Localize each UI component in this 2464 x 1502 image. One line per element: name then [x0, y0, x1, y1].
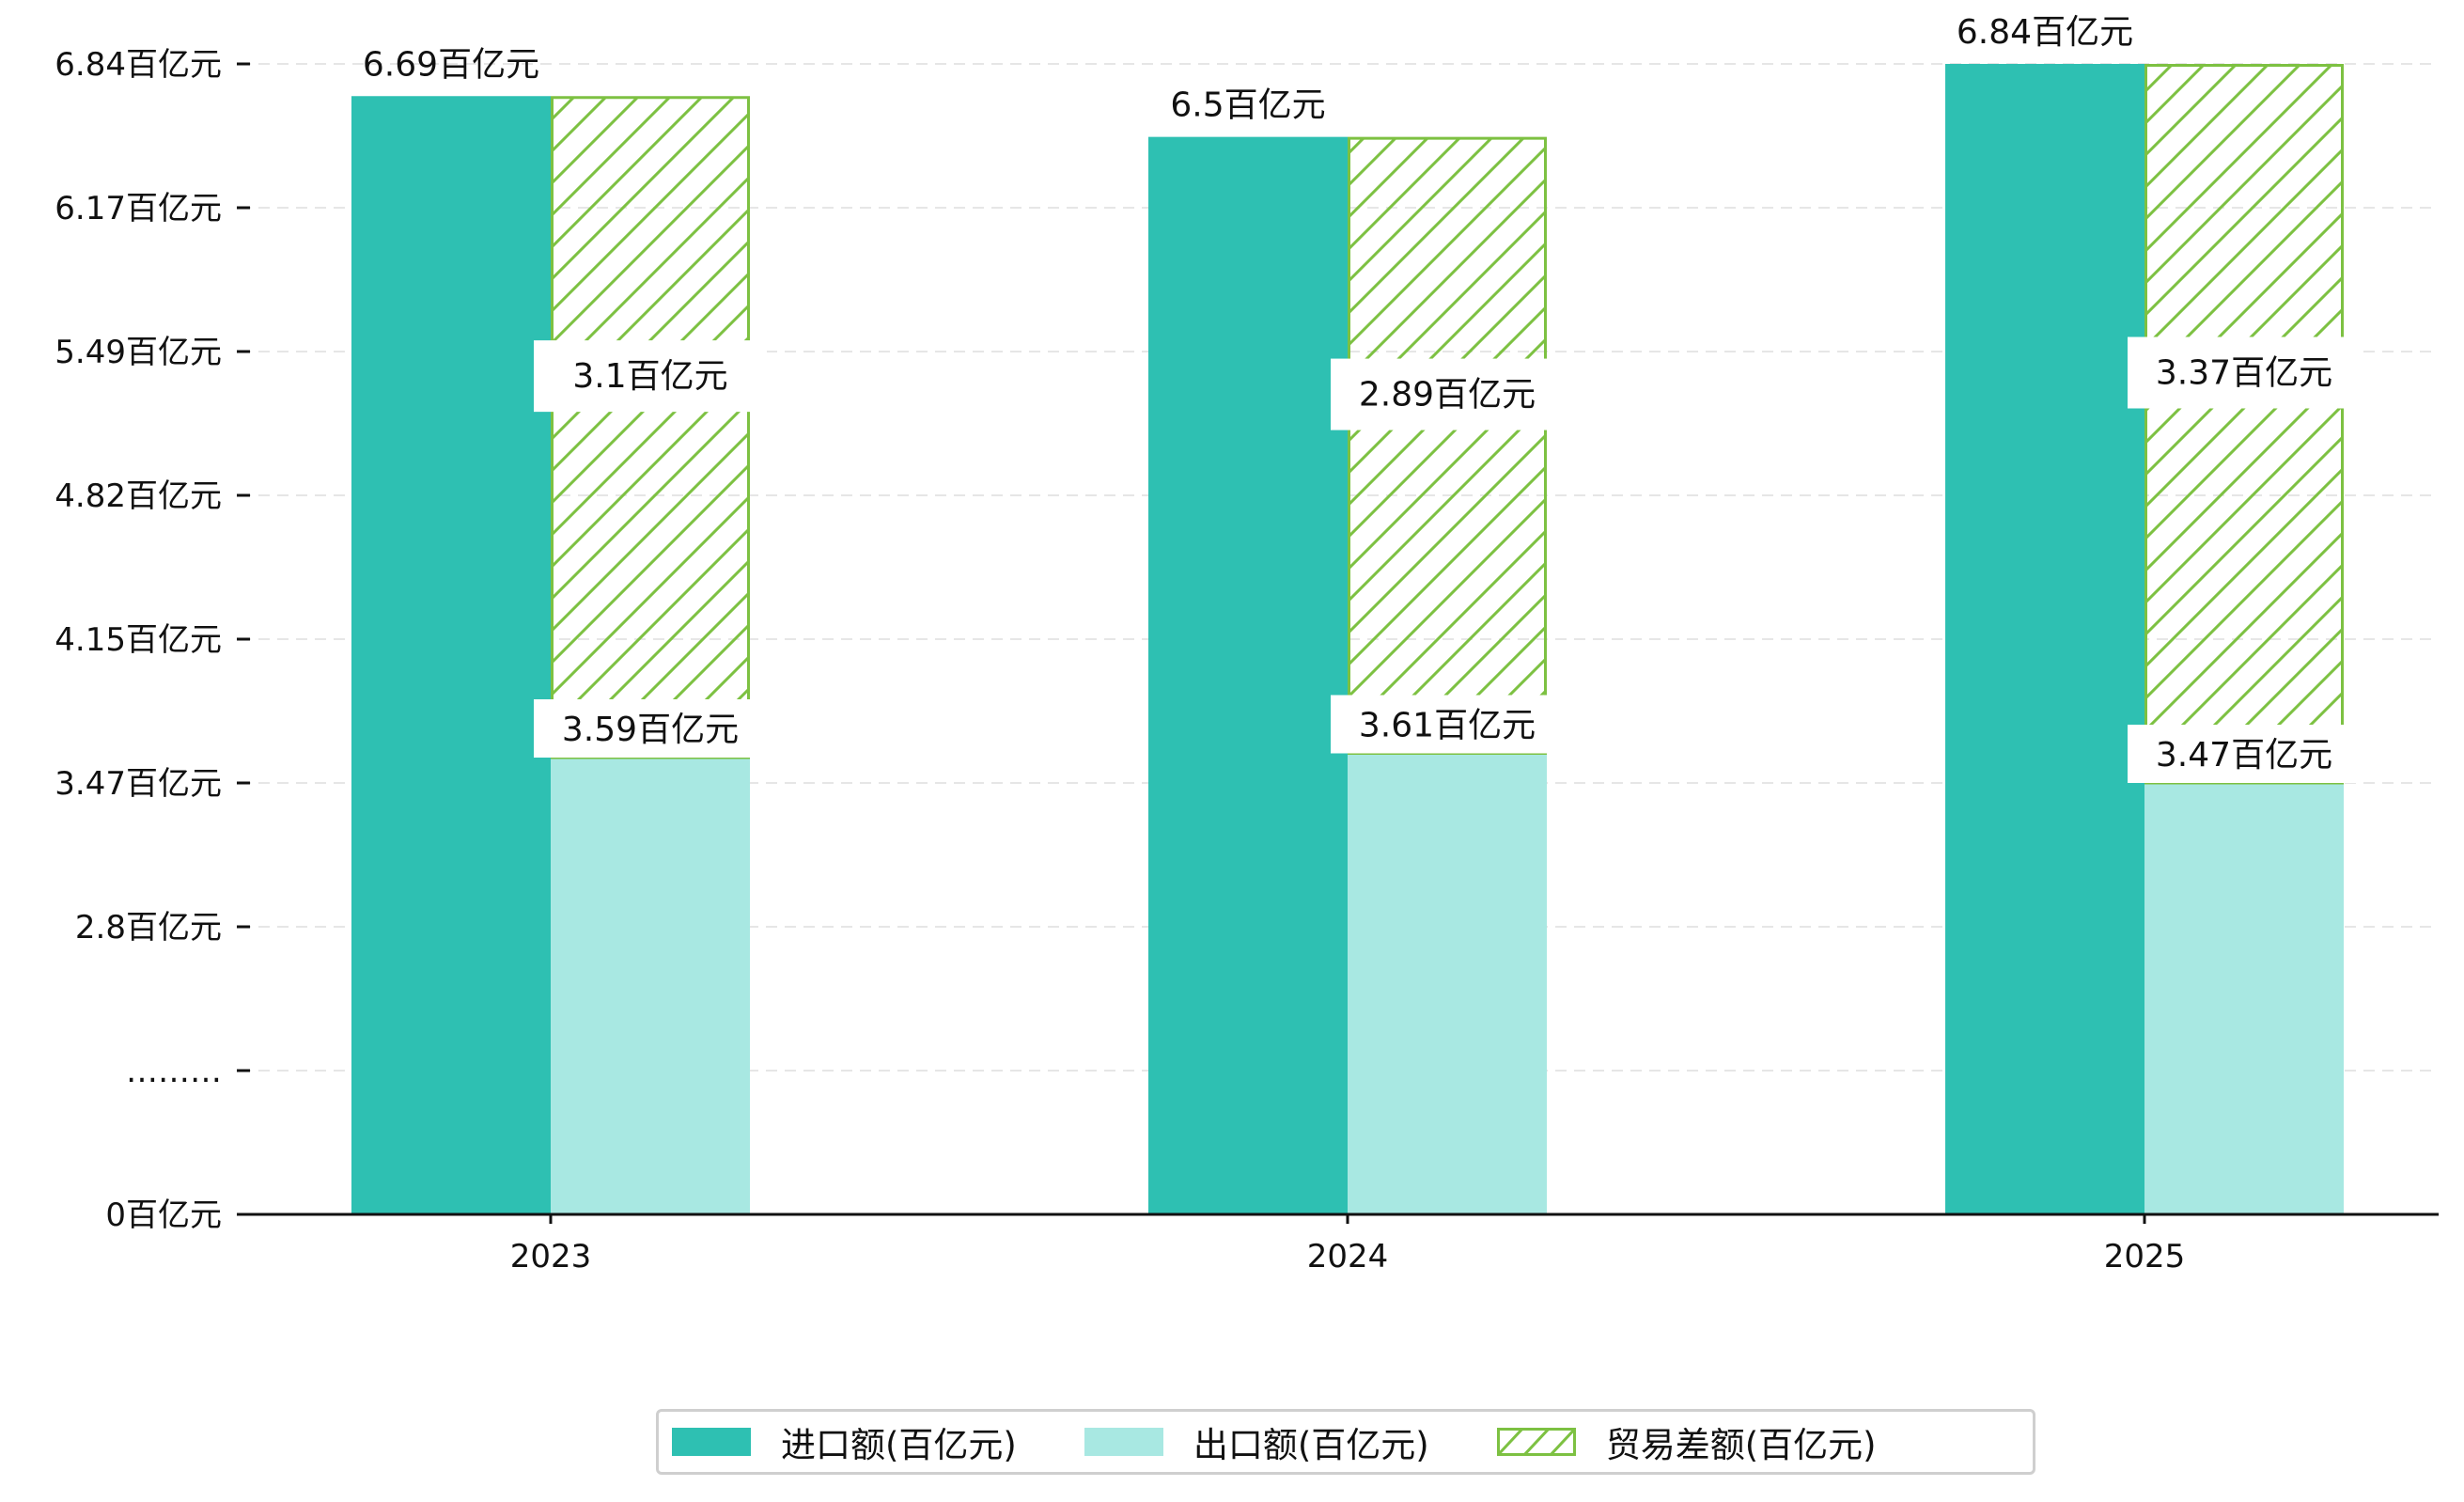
y-tick-label: 6.17百亿元 — [55, 190, 222, 227]
legend-swatch-export — [1084, 1428, 1163, 1456]
bar-balance-2024 — [1348, 136, 1547, 755]
x-tick-label-2024: 2024 — [1307, 1238, 1389, 1275]
data-label-box-balance-2024 — [1331, 358, 1564, 430]
data-label-box-export-2025 — [2128, 725, 2361, 783]
bar-import-2024 — [1148, 136, 1348, 1214]
bar-export-2025 — [2144, 783, 2344, 1214]
data-label-import-2023: 6.69百亿元 — [363, 45, 539, 84]
data-label-box-balance-2025 — [2128, 336, 2361, 409]
legend-item-balance: 贸易差额(百亿元) — [1496, 1412, 1877, 1472]
data-label-export-2025: 3.47百亿元 — [2156, 736, 2332, 774]
legend: 进口额(百亿元) 出口额(百亿元) 贸易差额(百亿元) — [656, 1409, 2035, 1475]
data-label-export-2023: 3.59百亿元 — [562, 711, 739, 749]
data-label-import-2024: 6.5百亿元 — [1170, 86, 1325, 125]
legend-item-export: 出口额(百亿元) — [1084, 1412, 1429, 1472]
y-tick-label: 6.84百亿元 — [55, 46, 222, 84]
bar-balance-2025 — [2144, 64, 2344, 785]
y-tick-label: 4.15百亿元 — [55, 621, 222, 659]
data-label-balance-2024: 2.89百亿元 — [1359, 376, 1536, 415]
y-tick-label: 2.8百亿元 — [75, 909, 222, 947]
data-label-box-balance-2023 — [534, 340, 767, 413]
y-tick-label: ……… — [126, 1053, 222, 1090]
legend-label-export: 出口额(百亿元) — [1193, 1425, 1429, 1465]
x-tick-label-2025: 2025 — [2104, 1238, 2186, 1275]
legend-item-import: 进口额(百亿元) — [672, 1412, 1017, 1472]
data-label-balance-2023: 3.1百亿元 — [572, 357, 727, 396]
data-label-box-export-2023 — [534, 699, 767, 758]
y-tick-label: 4.82百亿元 — [55, 477, 222, 515]
bar-export-2024 — [1348, 753, 1547, 1214]
x-tick-label-2023: 2023 — [510, 1238, 592, 1275]
data-label-balance-2025: 3.37百亿元 — [2156, 354, 2332, 393]
data-label-import-2025: 6.84百亿元 — [1957, 13, 2133, 52]
legend-label-balance: 贸易差额(百亿元) — [1605, 1425, 1877, 1465]
bar-import-2023 — [351, 96, 551, 1214]
legend-label-import: 进口额(百亿元) — [781, 1425, 1017, 1465]
bar-import-2025 — [1945, 64, 2144, 1214]
bar-balance-2023 — [551, 96, 750, 759]
data-label-export-2024: 3.61百亿元 — [1359, 707, 1536, 745]
legend-swatch-import — [672, 1428, 751, 1456]
legend-swatch-balance — [1496, 1428, 1576, 1456]
y-tick-label: 5.49百亿元 — [55, 334, 222, 371]
data-labels: 6.69百亿元 3.59百亿元 3.1百亿元 6.5百亿元 3.61百亿元 2.89百亿元… — [363, 13, 2361, 783]
y-tick-label: 0百亿元 — [105, 1197, 222, 1234]
bar-export-2023 — [551, 758, 750, 1214]
axes: 0百亿元 ……… 2.8百亿元 3.47百亿元 4.15百亿元 4.82百亿元 5.49百亿… — [55, 46, 2439, 1275]
bars — [351, 64, 2344, 1214]
y-tick-label: 3.47百亿元 — [55, 765, 222, 803]
data-label-box-export-2024 — [1331, 695, 1564, 754]
